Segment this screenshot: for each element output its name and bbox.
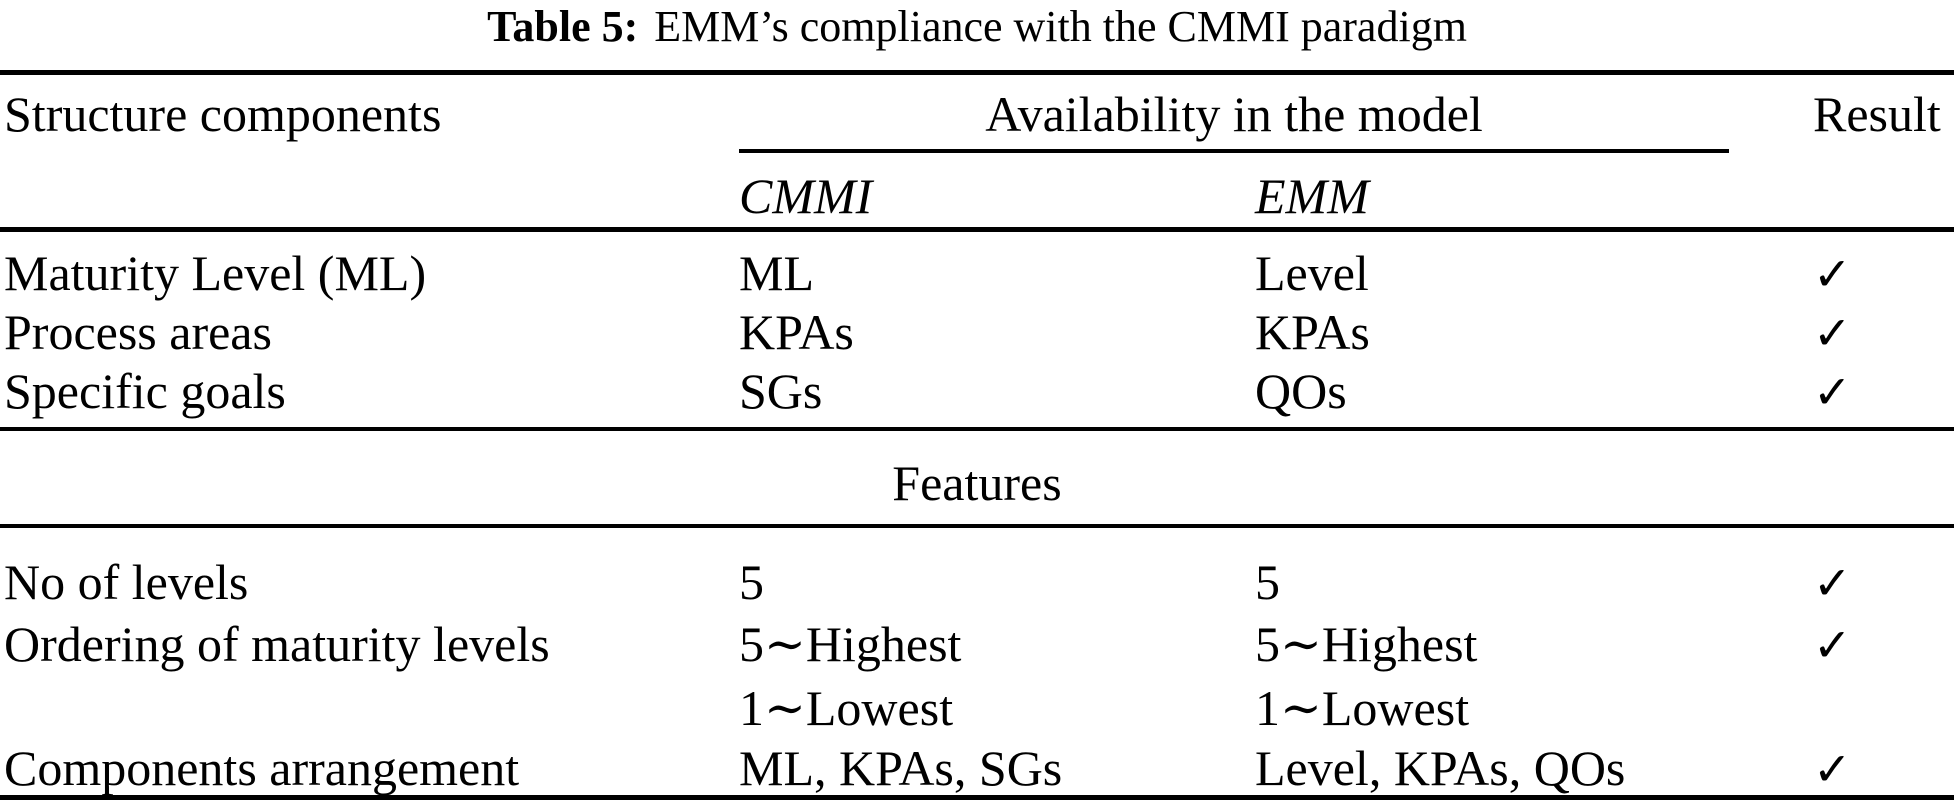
row-cmmi-value: ML xyxy=(739,245,814,301)
row-cmmi-value: ML, KPAs, SGs xyxy=(739,740,1063,796)
subheader-emm: EMM xyxy=(1255,168,1369,224)
header-structure-components: Structure components xyxy=(4,86,442,142)
row-component: Maturity Level (ML) xyxy=(4,245,427,301)
row-component: Ordering of maturity levels xyxy=(4,616,550,672)
row-emm-value: QOs xyxy=(1255,363,1347,419)
section-top-rule xyxy=(0,427,1954,431)
row-component: No of levels xyxy=(4,554,249,610)
checkmark-icon: ✓ xyxy=(1813,558,1852,609)
section-bottom-rule xyxy=(0,524,1954,528)
row-component: Process areas xyxy=(4,304,272,360)
header-result: Result xyxy=(1813,86,1941,142)
section-label-features: Features xyxy=(892,455,1062,511)
subheader-cmmi: CMMI xyxy=(739,168,873,224)
row-emm-value: 5∼Highest xyxy=(1255,616,1478,672)
row-cmmi-value: KPAs xyxy=(739,304,854,360)
row-emm-value: 1∼Lowest xyxy=(1255,680,1470,736)
row-component: Specific goals xyxy=(4,363,286,419)
row-cmmi-value: 5 xyxy=(739,554,764,610)
row-component: Components arrangement xyxy=(4,740,520,796)
checkmark-icon: ✓ xyxy=(1813,308,1852,359)
checkmark-icon: ✓ xyxy=(1813,367,1852,418)
row-emm-value: KPAs xyxy=(1255,304,1370,360)
header-bottom-rule xyxy=(0,227,1954,232)
checkmark-icon: ✓ xyxy=(1813,620,1852,671)
top-rule xyxy=(0,70,1954,75)
row-emm-value: Level, KPAs, QOs xyxy=(1255,740,1626,796)
row-emm-value: Level xyxy=(1255,245,1369,301)
caption-text: EMM’s compliance with the CMMI paradigm xyxy=(654,2,1467,51)
row-cmmi-value: SGs xyxy=(739,363,823,419)
row-emm-value: 5 xyxy=(1255,554,1280,610)
caption-label: Table 5: xyxy=(487,2,639,51)
row-cmmi-value: 1∼Lowest xyxy=(739,680,954,736)
checkmark-icon: ✓ xyxy=(1813,249,1852,300)
header-availability-group: Availability in the model xyxy=(985,86,1483,142)
table-caption: Table 5: EMM’s compliance with the CMMI p… xyxy=(0,2,1954,52)
row-cmmi-value: 5∼Highest xyxy=(739,616,962,672)
group-underline-rule xyxy=(739,149,1729,153)
checkmark-icon: ✓ xyxy=(1813,744,1852,795)
bottom-rule xyxy=(0,795,1954,800)
